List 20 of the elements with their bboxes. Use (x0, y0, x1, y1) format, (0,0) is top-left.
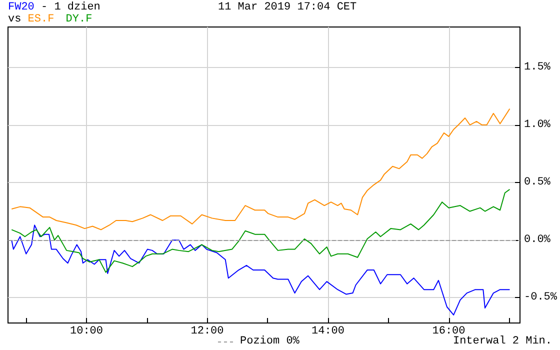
y-tick-label: 0.5% (524, 176, 551, 188)
text: DY.F (66, 14, 92, 26)
y-tick-label: 0.0% (524, 234, 551, 246)
x-tick-label: 16:00 (432, 326, 466, 338)
x-tick-label: 12:00 (190, 326, 224, 338)
text: Interwal 2 Min. (452, 336, 552, 348)
text: vs (8, 14, 22, 26)
chart-subtitle: 11 Mar 2019 17:04 CET (218, 2, 358, 14)
x-tick-label: 10:00 (70, 326, 103, 338)
chart-title: - 1 dzien (41, 2, 100, 14)
y-tick-label: 1.0% (524, 118, 551, 131)
y-tick-label: 1.5% (524, 61, 551, 74)
text: Poziom 0% (240, 336, 300, 348)
line-series (11, 188, 510, 273)
line-series (11, 224, 510, 316)
y-tick-label: -0.5% (524, 292, 558, 304)
text: FW20 (8, 2, 34, 14)
line-series (11, 108, 510, 230)
x-tick-label: 14:00 (311, 326, 345, 338)
text: ES.F (28, 14, 54, 26)
